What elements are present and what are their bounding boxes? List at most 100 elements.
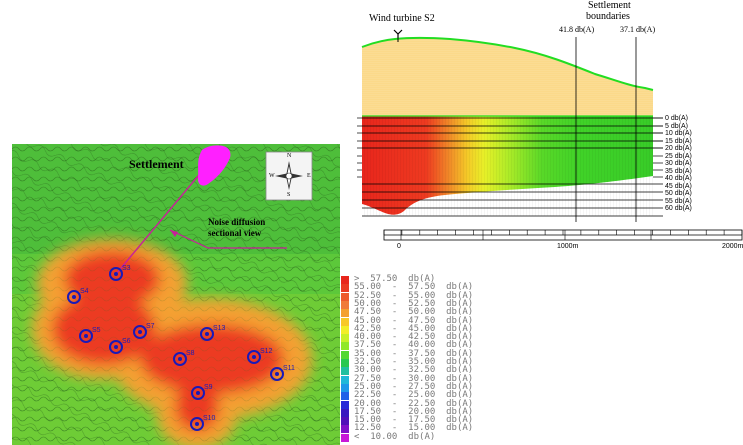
legend-item: 52.50 - 55.00 db(A) xyxy=(340,290,480,301)
db-scale-label: 40 db(A) xyxy=(665,175,692,182)
legend-label: 20.00 - 22.50 db(A) xyxy=(354,398,474,409)
db-scale-label: 0 db(A) xyxy=(665,115,688,122)
legend-item: 47.50 - 50.00 db(A) xyxy=(340,307,480,318)
legend-swatch xyxy=(341,350,349,359)
section-label-line2: sectional view xyxy=(208,228,262,238)
legend-item: 42.50 - 45.00 db(A) xyxy=(340,323,480,334)
section-label-line1: Noise diffusion xyxy=(208,217,266,227)
legend-swatch xyxy=(341,400,349,409)
turbine-label: S3 xyxy=(122,265,131,272)
turbine-label: S7 xyxy=(146,323,155,330)
legend-item: 55.00 - 57.50 db(A) xyxy=(340,282,480,293)
legend-label: 22.50 - 25.00 db(A) xyxy=(354,390,474,401)
turbine-label: S9 xyxy=(204,384,213,391)
legend-swatch xyxy=(341,367,349,376)
legend-item: < 10.00 db(A) xyxy=(340,432,480,442)
legend-label: 30.00 - 32.50 db(A) xyxy=(354,365,474,376)
db-scale-label: 55 db(A) xyxy=(665,197,692,205)
legend-label: 52.50 - 55.00 db(A) xyxy=(354,290,474,301)
legend-item: > 57.50 db(A) xyxy=(340,274,480,284)
db-scale-label: 45 db(A) xyxy=(665,182,692,190)
legend-swatch xyxy=(341,383,349,392)
legend-swatch xyxy=(341,359,349,367)
legend-swatch xyxy=(341,325,349,334)
legend-swatch xyxy=(341,309,349,318)
legend-swatch xyxy=(341,300,349,309)
boundary-2-noise-label: 37.1 db(A) xyxy=(620,25,656,34)
legend-item: 30.00 - 32.50 db(A) xyxy=(340,365,480,376)
wind-turbine-marker: S6 xyxy=(109,338,131,354)
turbine-label: S8 xyxy=(186,350,195,357)
legend-item: 22.50 - 25.00 db(A) xyxy=(340,390,480,401)
turbine-label: S10 xyxy=(203,415,216,422)
wind-turbine-marker: S4 xyxy=(67,288,89,304)
turbine-label: S13 xyxy=(213,325,226,332)
turbine-label: S5 xyxy=(92,327,101,334)
legend-swatch xyxy=(341,433,349,442)
db-scale-label: 30 db(A) xyxy=(665,160,692,167)
legend-item: 40.00 - 42.50 db(A) xyxy=(340,332,480,343)
legend-item: 32.50 - 35.00 db(A) xyxy=(340,357,480,367)
distance-tick-0: 0 xyxy=(397,243,401,250)
wind-turbine-marker: S10 xyxy=(190,415,216,431)
compass-w: W xyxy=(269,173,275,179)
wind-turbine-marker: S7 xyxy=(133,323,155,339)
turbine-label: S6 xyxy=(122,338,131,345)
legend-swatch xyxy=(341,334,349,343)
boundary-1-noise-label: 41.8 db(A) xyxy=(559,25,595,34)
settlement-boundaries-label-line1: Settlement xyxy=(588,0,631,11)
compass-s: S xyxy=(287,192,291,198)
legend-label: 40.00 - 42.50 db(A) xyxy=(354,332,474,343)
db-scale-label: 35 db(A) xyxy=(665,167,692,175)
noise-profile-chart xyxy=(357,29,743,241)
db-scale-label: 50 db(A) xyxy=(665,190,692,197)
legend-swatch xyxy=(341,317,349,326)
legend-item: 37.50 - 40.00 db(A) xyxy=(340,340,480,351)
db-scale-label: 20 db(A) xyxy=(665,145,692,152)
settlement-boundaries-label-line2: boundaries xyxy=(586,11,630,22)
db-scale-label: 5 db(A) xyxy=(665,122,688,130)
turbine-label: S4 xyxy=(80,288,89,295)
legend-label: 45.00 - 47.50 db(A) xyxy=(354,315,474,326)
legend-swatch xyxy=(341,425,349,434)
settlement-label: Settlement xyxy=(129,157,184,171)
compass-n: N xyxy=(287,153,292,159)
legend-swatch xyxy=(341,276,349,284)
legend-label: 12.50 - 15.00 db(A) xyxy=(354,423,474,434)
db-scale-label: 10 db(A) xyxy=(665,130,692,137)
distance-tick-1000m: 1000m xyxy=(557,243,579,250)
compass-e: E xyxy=(307,173,311,179)
wind-turbine-marker: S9 xyxy=(191,384,213,400)
left-scale-ticks xyxy=(357,117,362,178)
legend-label: 42.50 - 45.00 db(A) xyxy=(354,323,474,334)
db-scale-ticks xyxy=(362,117,663,217)
wind-turbine-label: Wind turbine S2 xyxy=(369,13,435,24)
legend-item: 20.00 - 22.50 db(A) xyxy=(340,398,480,409)
turbine-label: S11 xyxy=(283,365,295,372)
legend-item: 17.50 - 20.00 db(A) xyxy=(340,406,480,417)
legend-label: 32.50 - 35.00 db(A) xyxy=(354,357,474,367)
section-pointer-arrow xyxy=(170,230,178,237)
wind-turbine-icon xyxy=(393,29,403,42)
wind-turbine-marker: S12 xyxy=(247,348,273,364)
legend-swatch xyxy=(341,284,349,293)
legend-label: 35.00 - 37.50 db(A) xyxy=(354,348,474,359)
legend-item: 12.50 - 15.00 db(A) xyxy=(340,423,480,434)
legend-label: 47.50 - 50.00 db(A) xyxy=(354,307,474,318)
legend-item: 25.00 - 27.50 db(A) xyxy=(340,382,480,392)
db-scale-label: 25 db(A) xyxy=(665,152,692,160)
legend-label: 37.50 - 40.00 db(A) xyxy=(354,340,474,351)
legend-item: 15.00 - 17.50 db(A) xyxy=(340,415,480,426)
settlement-area xyxy=(197,145,231,186)
legend-swatch xyxy=(341,392,349,401)
legend-item: 45.00 - 47.50 db(A) xyxy=(340,315,480,326)
wind-turbine-marker: S11 xyxy=(270,365,295,381)
db-scale-label: 60 db(A) xyxy=(665,205,692,212)
turbine-label: S12 xyxy=(260,348,273,355)
legend-swatch xyxy=(341,292,349,301)
wind-turbine-marker: S3 xyxy=(109,265,131,281)
db-scale-label: 15 db(A) xyxy=(665,137,692,145)
legend-label: 17.50 - 20.00 db(A) xyxy=(354,406,474,417)
legend-item: 35.00 - 37.50 db(A) xyxy=(340,348,480,359)
legend-label: 27.50 - 30.00 db(A) xyxy=(354,373,474,384)
